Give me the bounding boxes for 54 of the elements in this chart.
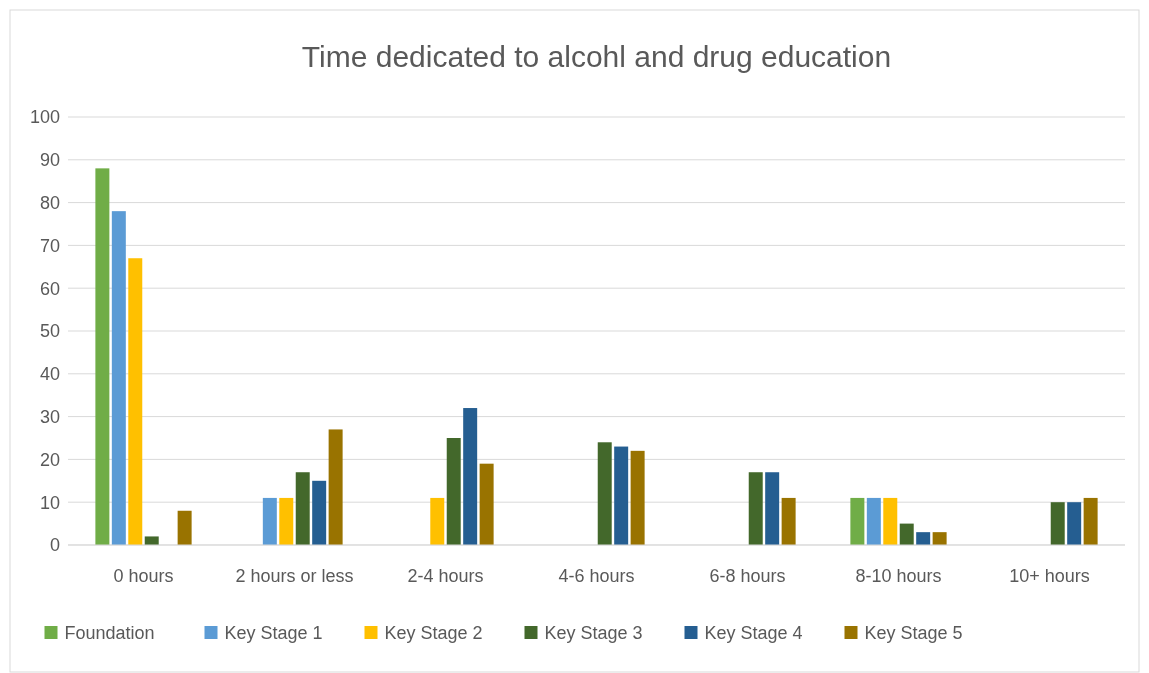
legend-label: Key Stage 3 [544,623,643,644]
y-tick-label: 50 [39,321,60,342]
bar [748,472,763,545]
bar [932,532,947,545]
legend-label: Key Stage 1 [224,623,323,644]
bar [144,536,159,545]
bar [446,438,461,545]
bar [1067,502,1082,545]
x-tick-label: 0 hours [113,566,174,586]
y-tick-label: 0 [49,535,60,556]
bar [614,446,629,545]
legend-label: Key Stage 5 [864,623,963,644]
bar [883,497,898,545]
bar [177,510,192,545]
bar [295,472,310,545]
bar [1050,502,1065,545]
bar [111,211,126,545]
x-tick-label: 2 hours or less [235,566,354,586]
bar [463,408,478,545]
bar [850,497,865,545]
y-tick-label: 80 [39,192,60,213]
y-tick-label: 100 [29,107,60,128]
bar [430,497,445,545]
chart-title: Time dedicated to alcohl and drug education [301,40,892,73]
x-tick-label: 2-4 hours [407,566,484,586]
y-tick-label: 70 [39,235,60,256]
bar [765,472,780,545]
bar [312,480,327,545]
legend-label: Foundation [64,623,155,644]
x-tick-label: 10+ hours [1009,566,1090,586]
x-tick-label: 4-6 hours [558,566,635,586]
y-tick-label: 90 [39,150,60,171]
y-tick-label: 10 [39,492,60,513]
bar [781,497,796,545]
y-tick-label: 40 [39,364,60,385]
y-tick-label: 30 [39,406,60,427]
bar [328,429,343,545]
bar [899,523,914,545]
bar [866,497,881,545]
legend-label: Key Stage 2 [384,623,483,644]
x-tick-label: 8-10 hours [855,566,942,586]
bar [279,497,294,545]
y-tick-label: 60 [39,278,60,299]
bar [262,497,277,545]
bar [479,463,494,545]
bar [128,258,143,545]
bar [916,532,931,545]
y-tick-label: 20 [39,449,60,470]
x-tick-label: 6-8 hours [709,566,786,586]
legend-label: Key Stage 4 [704,623,803,644]
bar [1083,497,1098,545]
bar [95,168,110,545]
bar [597,442,612,545]
bar [630,450,645,545]
